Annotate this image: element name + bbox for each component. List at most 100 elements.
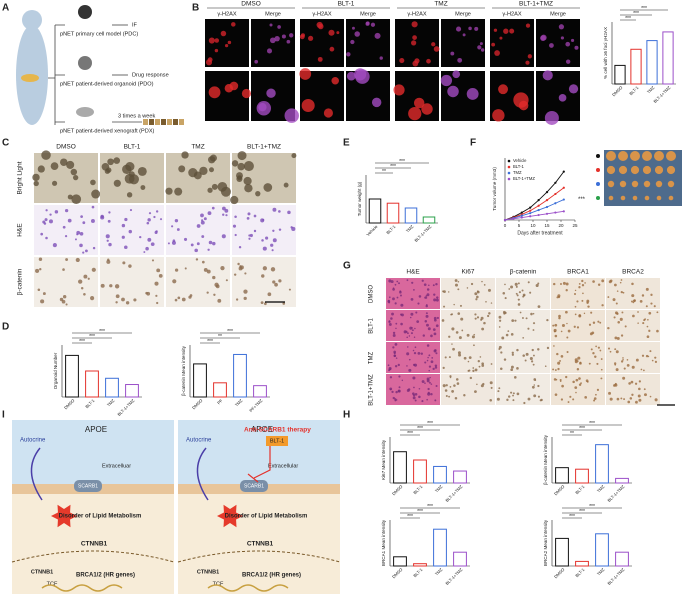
cell [43,222,47,225]
cell [408,358,411,361]
cell [423,283,427,286]
x-tick-label: TMZ [405,224,415,234]
x-tick-label: TMZ [596,484,606,494]
cell [80,215,83,218]
x-tick-label: Vehicle [365,223,379,237]
cell [183,237,188,241]
cell [37,288,41,291]
cell [212,275,216,280]
cell [626,363,630,367]
cell [426,379,430,383]
cell [396,280,399,283]
cell [560,355,564,358]
cell [283,182,289,188]
channel-label: γ-H2AX [312,11,332,17]
cell [76,233,79,236]
cell [150,242,155,247]
bar [193,363,207,398]
cell [517,303,521,306]
cell [511,353,514,356]
cell [414,327,416,330]
significance: *** [633,11,639,17]
x-tick-label: DMSO [191,397,204,410]
cell [506,398,509,402]
bar [65,354,79,398]
x-tick-label: BLT-1 [628,84,640,96]
cell [416,320,420,324]
cell [234,215,237,219]
x-tick-label: 5 [518,223,521,228]
cell [174,298,178,302]
receptor [74,480,102,492]
cell [433,332,437,336]
cell [214,38,220,43]
cell [537,384,540,388]
cell [463,394,466,397]
cell [291,153,297,159]
cell [426,398,428,401]
cell [243,161,254,172]
cell [410,312,414,316]
tumor [630,165,640,175]
cell [374,32,381,39]
point [545,191,549,194]
panel-letter: B [192,3,199,14]
tumor [656,195,662,201]
cell [469,376,473,380]
cell [237,262,240,266]
significance: ** [570,431,574,437]
cell [206,291,209,294]
cell [489,399,493,402]
cell [468,369,471,372]
cell [194,248,198,253]
cell [451,313,453,316]
cell [172,279,177,284]
cell [561,324,565,328]
cell [352,26,355,30]
cell [107,158,114,166]
column-label: H&E [406,269,420,276]
cell [572,398,575,401]
column-label: BLT-1 [124,144,141,151]
cell [553,378,557,381]
cell [74,238,77,241]
cell [468,26,472,31]
cell [542,70,553,81]
nucleus [177,550,341,563]
cell [487,288,491,292]
row-label: BLT-1+TMZ [369,374,375,406]
bar [213,382,227,398]
cell [621,311,624,314]
tumor [654,151,664,161]
cell [607,347,611,350]
cell [643,369,645,372]
cell [72,174,79,181]
cell [620,360,624,363]
cell [395,357,398,359]
cell [558,314,561,318]
cell [455,378,459,381]
cell [586,301,589,304]
x-tick-label: TMZ [646,85,656,95]
cell [479,42,483,46]
bar [453,470,467,484]
cell [215,284,220,289]
cell [544,365,547,368]
cell [365,21,370,26]
cell [593,397,597,400]
cell [466,287,469,289]
cell [346,52,351,57]
bar [433,465,447,484]
cell [220,30,227,37]
target-genes: BRCA1/2 (HR genes) [76,573,135,579]
cell [269,23,273,27]
cell [453,303,455,306]
cell [523,294,525,297]
cell [214,48,219,53]
compartment: Extracellular [268,463,298,469]
cell [413,351,417,355]
group-label: BLT-1 [338,1,355,8]
cell [225,279,228,282]
cell [424,382,426,384]
micrograph [441,278,495,309]
